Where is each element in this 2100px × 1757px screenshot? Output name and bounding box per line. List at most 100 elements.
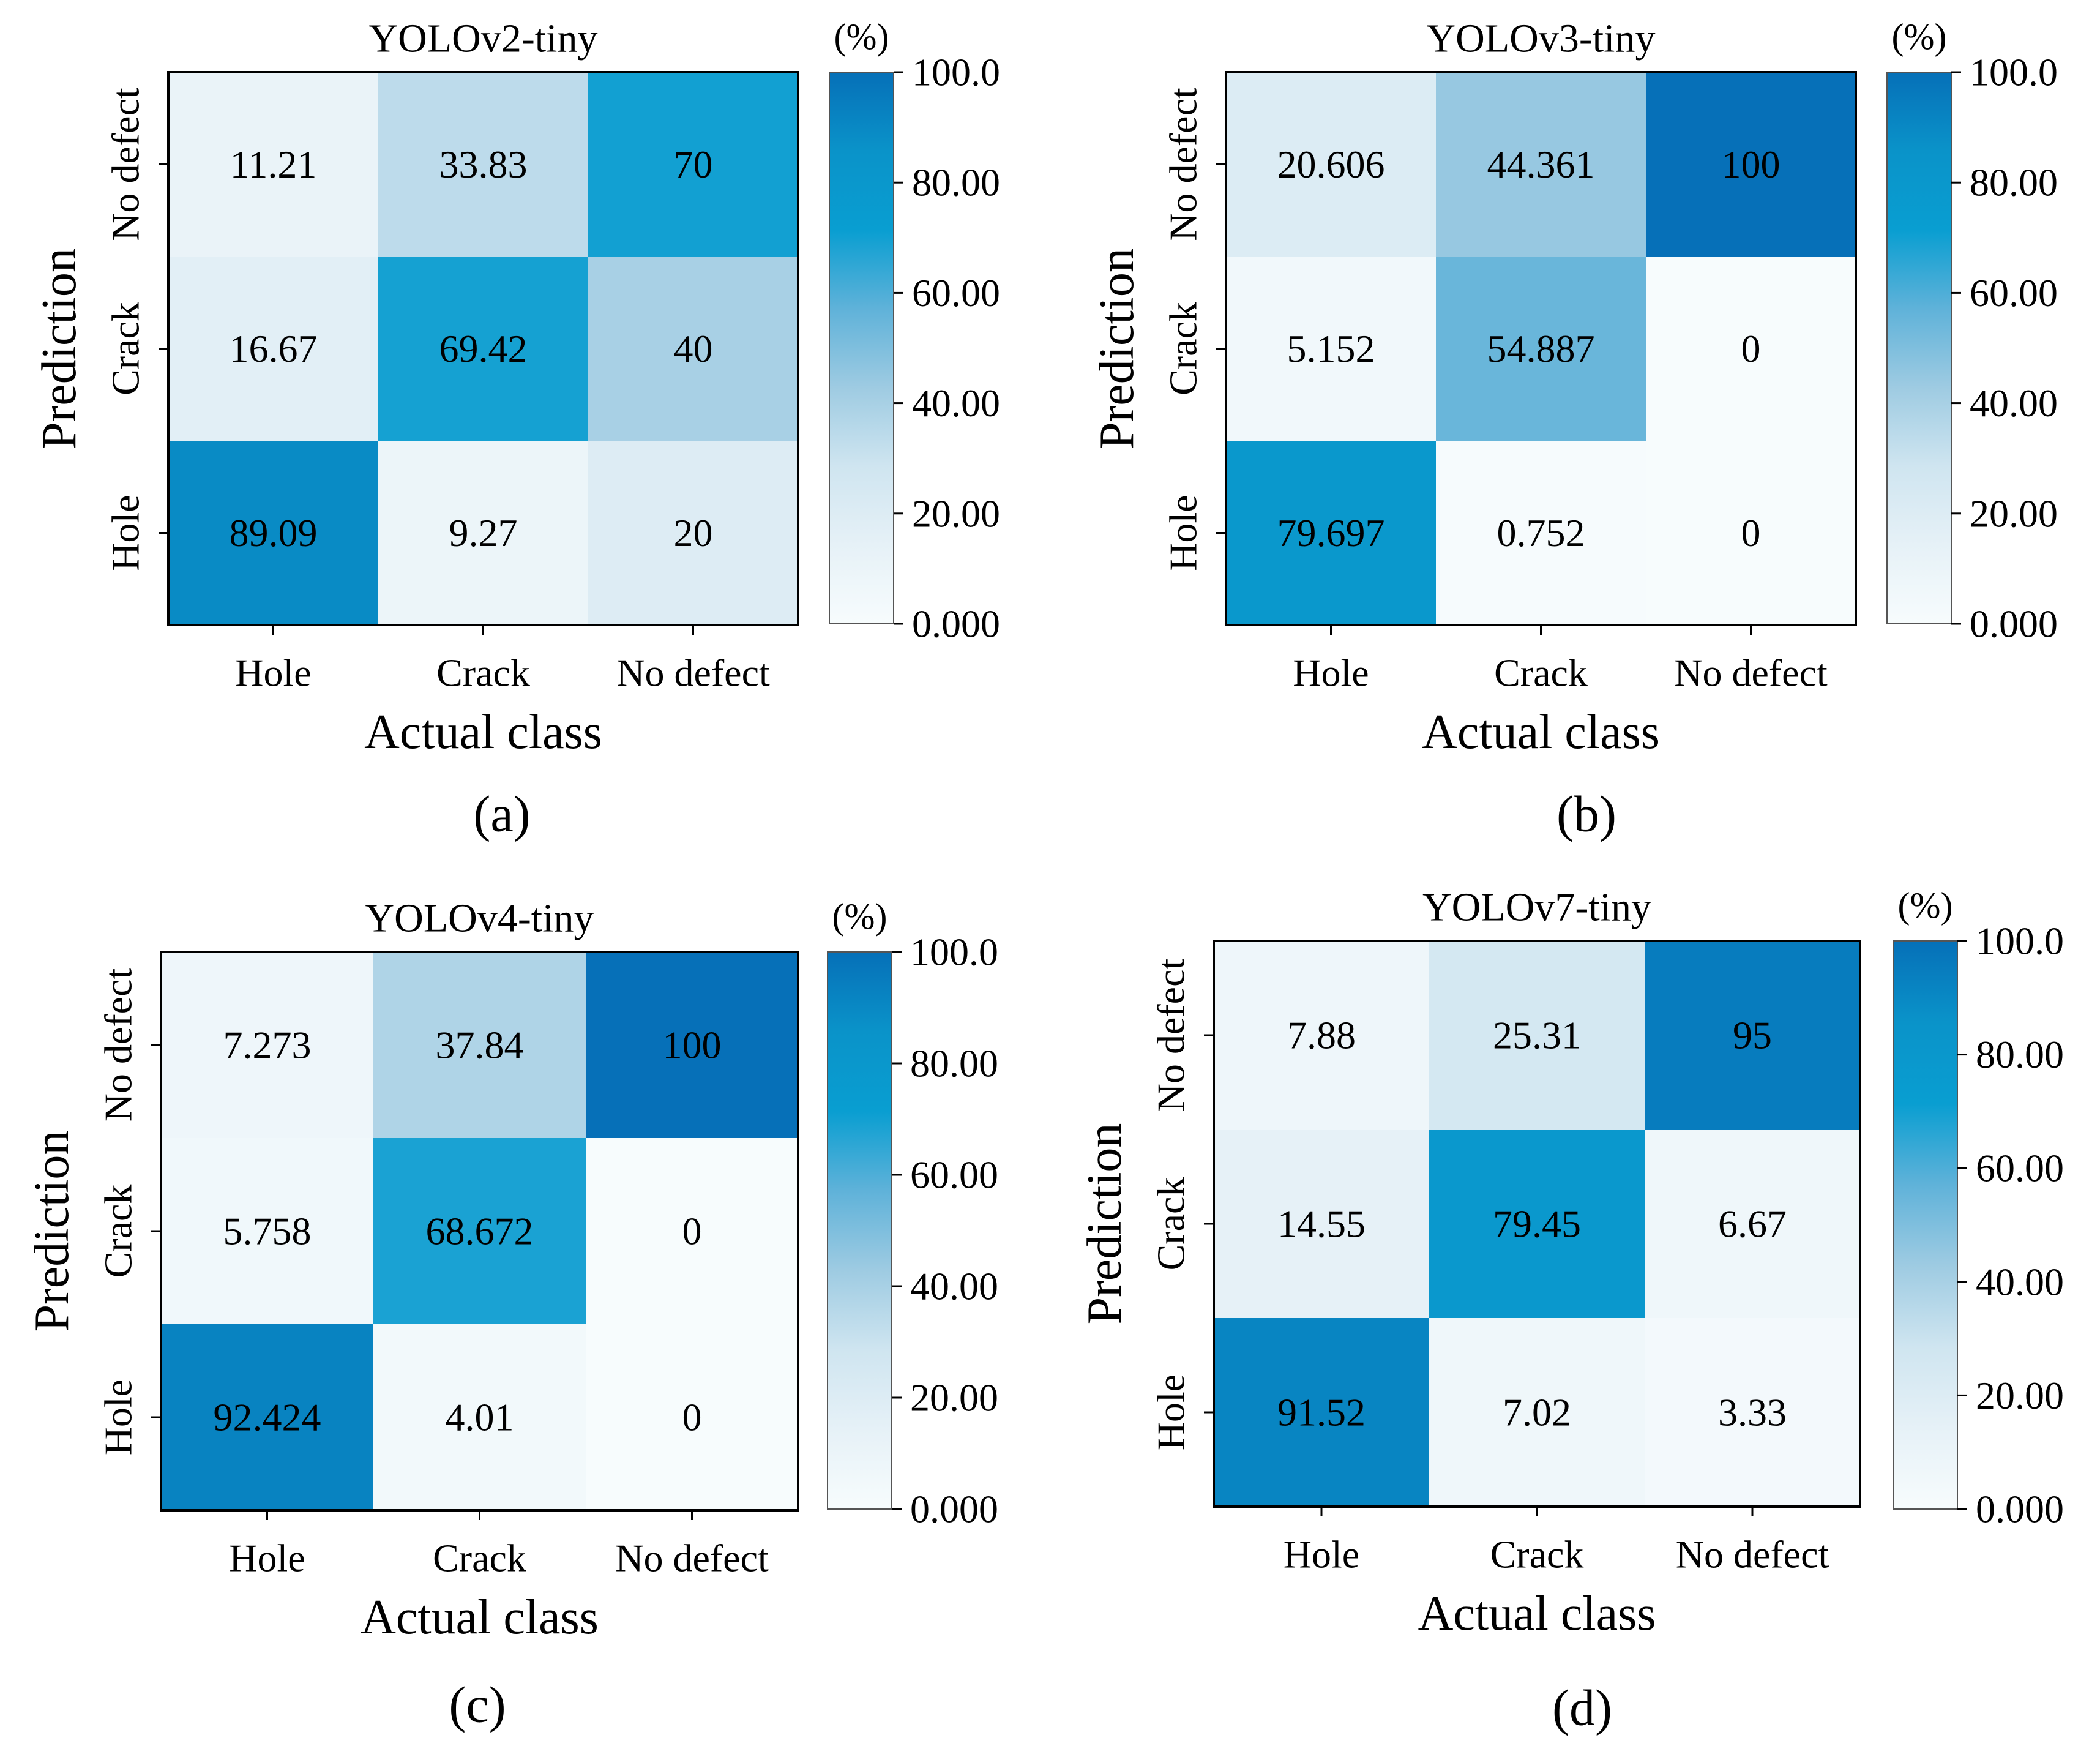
- cell-value-label: 5.152: [1287, 327, 1375, 370]
- colorbar-unit-label: (%): [1898, 885, 1953, 926]
- cell-value-label: 7.88: [1287, 1014, 1356, 1057]
- cell-value-label: 89.09: [230, 511, 318, 555]
- heatmap-cell: [588, 257, 799, 441]
- cell-value-label: 3.33: [1718, 1391, 1787, 1434]
- y-axis-label: Prediction: [1090, 248, 1144, 449]
- chart-title: YOLOv2-tiny: [369, 17, 598, 61]
- heatmap-cell: [1645, 941, 1861, 1130]
- heatmap-cell: [373, 952, 586, 1139]
- chart-title: YOLOv7-tiny: [1422, 885, 1651, 930]
- x-tick-label: Hole: [229, 1537, 305, 1580]
- heatmap-cell: [588, 72, 799, 257]
- colorbar-unit-label: (%): [832, 896, 887, 937]
- y-tick-label: No defect: [97, 968, 140, 1122]
- colorbar-tick-label: 100.0: [910, 931, 998, 974]
- cell-value-label: 0: [682, 1396, 702, 1439]
- colorbar-tick-label: 0.000: [1970, 602, 2058, 646]
- colorbar-tick-label: 40.00: [912, 381, 1000, 425]
- heatmap-cell: [168, 257, 379, 441]
- cell-value-label: 70: [674, 143, 713, 186]
- colorbar-tick-label: 40.00: [910, 1265, 998, 1308]
- colorbar-tick-label: 40.00: [1970, 381, 2058, 425]
- cell-value-label: 11.21: [230, 143, 317, 186]
- y-tick-label: No defect: [104, 88, 148, 241]
- heatmap-cell: [1646, 257, 1856, 441]
- cell-value-label: 14.55: [1277, 1202, 1366, 1246]
- colorbar-tick-label: 80.00: [1976, 1033, 2064, 1076]
- cell-value-label: 0: [682, 1210, 702, 1253]
- colorbar-tick-label: 60.00: [912, 271, 1000, 315]
- colorbar-tick-label: 40.00: [1976, 1260, 2064, 1303]
- panel-label: (c): [449, 1677, 506, 1734]
- cell-value-label: 0.752: [1497, 511, 1585, 555]
- heatmap-cell: [586, 1324, 799, 1511]
- chart-title: YOLOv3-tiny: [1427, 17, 1656, 61]
- cell-value-label: 54.887: [1487, 327, 1595, 370]
- heatmap-cell: [161, 952, 374, 1139]
- x-tick-label: Crack: [1494, 651, 1588, 695]
- y-tick-label: Hole: [1149, 1374, 1193, 1450]
- y-tick-label: Crack: [1162, 302, 1205, 395]
- panel-label: (b): [1556, 786, 1616, 843]
- y-tick-label: No defect: [1162, 88, 1205, 241]
- cell-value-label: 44.361: [1487, 143, 1595, 186]
- colorbar-tick-label: 80.00: [1970, 161, 2058, 204]
- panel-d: 7.88 25.31 95 14.55 79.45 6.67 91.52 7.02 3.33 YO…: [1078, 885, 2064, 1737]
- cell-value-label: 7.273: [223, 1024, 312, 1067]
- heatmap-cell: [1214, 1130, 1430, 1319]
- colorbar-tick-label: 60.00: [910, 1153, 998, 1197]
- cell-value-label: 16.67: [230, 327, 318, 370]
- heatmap-cell: [1436, 72, 1646, 257]
- heatmap-cell: [1429, 1130, 1645, 1319]
- panel-c: 7.273 37.84 100 5.758 68.672 0 92.424 4.01 0 YOLO…: [25, 896, 998, 1734]
- colorbar-tick-label: 60.00: [1976, 1147, 2064, 1190]
- x-axis-label: Actual class: [1418, 1587, 1656, 1641]
- heatmap-cell: [1645, 1130, 1861, 1319]
- y-tick-label: Crack: [1149, 1177, 1193, 1271]
- heatmap-cell: [1226, 72, 1437, 257]
- y-tick-label: Hole: [97, 1379, 140, 1455]
- colorbar-unit-label: (%): [1892, 17, 1947, 57]
- colorbar-tick-label: 20.00: [1970, 492, 2058, 535]
- heatmap-cell: [1226, 257, 1437, 441]
- cell-value-label: 33.83: [439, 143, 528, 186]
- cell-value-label: 100: [663, 1024, 722, 1067]
- x-tick-label: Crack: [1490, 1533, 1584, 1576]
- panel-b: 20.606 44.361 100 5.152 54.887 0 79.697 0.752 0 Y…: [1090, 17, 2058, 843]
- cell-value-label: 9.27: [449, 511, 518, 555]
- x-tick-label: No defect: [615, 1537, 769, 1580]
- colorbar-tick-label: 80.00: [910, 1042, 998, 1085]
- heatmap-cell: [1429, 941, 1645, 1130]
- heatmap-cell: [586, 1138, 799, 1325]
- heatmap-cell: [1646, 441, 1856, 626]
- cell-value-label: 79.45: [1493, 1202, 1581, 1246]
- cell-value-label: 6.67: [1718, 1202, 1787, 1246]
- colorbar-tick-label: 100.0: [912, 51, 1000, 94]
- cell-value-label: 20.606: [1277, 143, 1385, 186]
- y-axis-label: Prediction: [25, 1131, 79, 1332]
- x-axis-label: Actual class: [1422, 705, 1660, 759]
- cell-value-label: 69.42: [439, 327, 528, 370]
- y-tick-label: No defect: [1149, 959, 1193, 1112]
- heatmap-cell: [161, 1324, 374, 1511]
- panel-a: 11.21 33.83 70 16.67 69.42 40 89.09 9.27 20 YOLOv…: [32, 17, 1000, 843]
- colorbar: [1886, 72, 1952, 624]
- cell-value-label: 7.02: [1503, 1391, 1571, 1434]
- heatmap-cell: [378, 72, 589, 257]
- x-tick-label: No defect: [1674, 651, 1828, 695]
- heatmap-cell: [1646, 72, 1856, 257]
- heatmap-cell: [588, 441, 799, 626]
- y-tick-label: Crack: [97, 1185, 140, 1278]
- heatmap-cell: [1645, 1318, 1861, 1507]
- cell-value-label: 68.672: [426, 1210, 534, 1253]
- cell-value-label: 40: [674, 327, 713, 370]
- panel-label: (a): [473, 786, 530, 843]
- heatmap-cell: [1436, 257, 1646, 441]
- cell-value-label: 95: [1733, 1014, 1772, 1057]
- cell-value-label: 20: [674, 511, 713, 555]
- heatmap-cell: [1226, 441, 1437, 626]
- y-tick-label: Crack: [104, 302, 148, 395]
- cell-value-label: 0: [1741, 511, 1761, 555]
- colorbar: [1893, 940, 1958, 1510]
